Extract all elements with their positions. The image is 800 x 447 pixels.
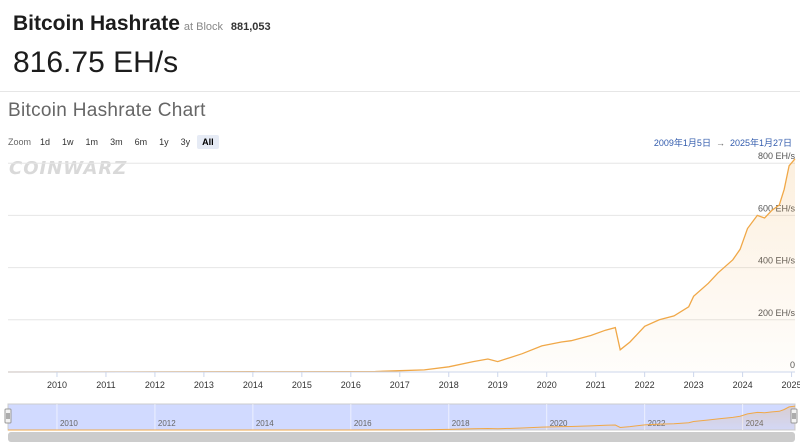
navigator-tick-label: 2014: [256, 419, 274, 428]
x-tick-label: 2024: [733, 380, 753, 390]
x-tick-label: 2012: [145, 380, 165, 390]
zoom-selector: Zoom 1d 1w 1m 3m 6m 1y 3y All: [8, 135, 221, 149]
zoom-all-button[interactable]: All: [197, 135, 219, 149]
hashrate-line: [7, 158, 796, 373]
navigator-tick-label: 2020: [550, 419, 568, 428]
navigator-scrollbar[interactable]: [8, 432, 795, 442]
block-prefix: at Block: [183, 21, 224, 33]
range-from[interactable]: 2009年1月5日: [653, 138, 711, 148]
x-tick-label: 2015: [292, 380, 312, 390]
zoom-1m-button[interactable]: 1m: [85, 137, 99, 147]
navigator-tick-label: 2010: [60, 419, 78, 428]
y-tick-label: 800 EH/s: [758, 151, 796, 161]
navigator-line: [8, 405, 796, 431]
x-tick-label: 2018: [439, 380, 459, 390]
navigator-area: [8, 406, 795, 430]
hashrate-area: [8, 158, 795, 372]
x-tick-label: 2013: [194, 380, 214, 390]
page-header: Bitcoin Hashrate at Block 881,053 816.75 …: [0, 0, 800, 92]
date-range: 2009年1月5日 → 2025年1月27日: [654, 136, 792, 149]
navigator-handle-right[interactable]: [790, 408, 798, 424]
zoom-3m-button[interactable]: 3m: [110, 137, 123, 147]
x-tick-label: 2022: [635, 380, 655, 390]
navigator-tick-label: 2022: [648, 419, 666, 428]
x-tick-label: 2011: [96, 380, 115, 390]
zoom-1d-button[interactable]: 1d: [40, 137, 51, 147]
chart-title: Bitcoin Hashrate Chart: [8, 100, 206, 121]
x-tick-label: 2017: [390, 380, 410, 390]
current-hashrate: 816.75 EH/s: [13, 46, 179, 79]
range-to[interactable]: 2025年1月27日: [729, 138, 792, 148]
x-tick-label: 2014: [243, 380, 263, 390]
zoom-label: Zoom: [8, 137, 32, 147]
block-number: 881,053: [230, 21, 271, 33]
title-text: Bitcoin Hashrate: [13, 12, 180, 35]
navigator-handle-left[interactable]: [4, 408, 12, 424]
x-tick-label: 2020: [537, 380, 557, 390]
navigator-tick-label: 2018: [452, 419, 470, 428]
grid-lines: [8, 162, 795, 321]
zoom-1w-button[interactable]: 1w: [62, 137, 74, 147]
x-tick-label: 2010: [47, 380, 67, 390]
navigator-tick-label: 2012: [158, 419, 176, 428]
navigator[interactable]: 20102012201420162018202020222024: [4, 403, 798, 442]
zoom-6m-button[interactable]: 6m: [134, 137, 148, 147]
x-axis: 2010 2011 2012 2013 2014 2015 2016 2017 2018 2019…: [47, 372, 800, 390]
zoom-1y-button[interactable]: 1y: [159, 137, 169, 147]
x-tick-label: 2025: [782, 380, 800, 390]
x-tick-label: 2019: [488, 380, 508, 390]
page-title: Bitcoin Hashrate at Block 881,053: [13, 12, 271, 36]
zoom-3y-button[interactable]: 3y: [180, 137, 191, 147]
arrow-right-icon: →: [715, 138, 725, 148]
x-tick-label: 2023: [684, 380, 704, 390]
navigator-tick-label: 2016: [354, 419, 372, 428]
x-tick-label: 2016: [341, 380, 361, 390]
x-tick-label: 2021: [586, 380, 606, 390]
